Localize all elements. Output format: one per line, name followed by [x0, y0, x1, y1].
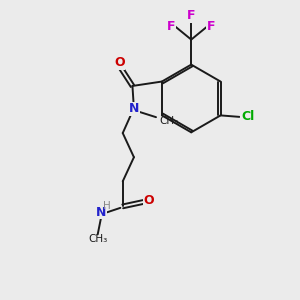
Text: N: N [96, 206, 106, 219]
Text: CH₃: CH₃ [88, 234, 107, 244]
Text: O: O [114, 56, 124, 69]
Text: F: F [187, 9, 196, 22]
Text: O: O [143, 194, 154, 207]
Text: F: F [207, 20, 215, 33]
Text: N: N [129, 102, 139, 116]
Text: H: H [103, 201, 110, 212]
Text: F: F [167, 20, 176, 33]
Text: Cl: Cl [241, 110, 254, 123]
Text: CH₃: CH₃ [159, 116, 178, 126]
